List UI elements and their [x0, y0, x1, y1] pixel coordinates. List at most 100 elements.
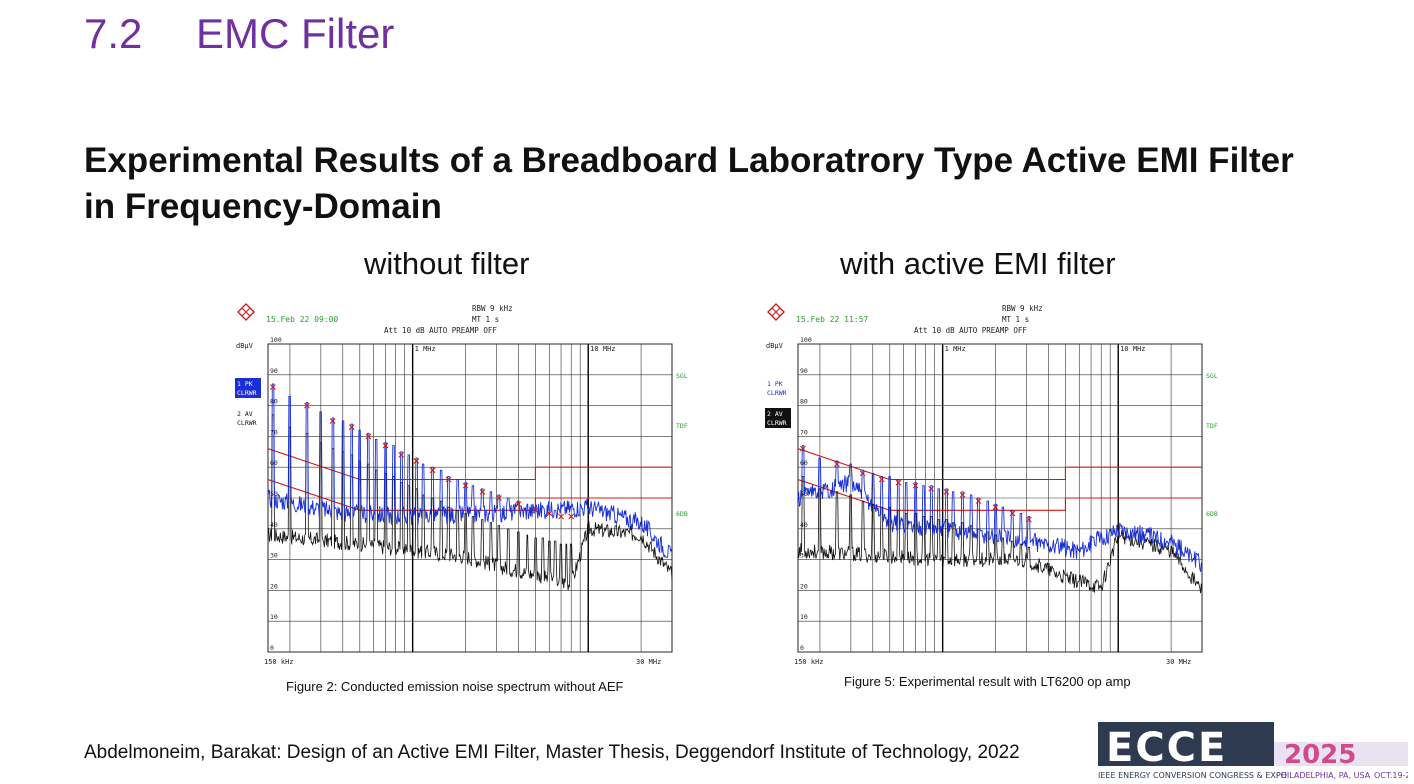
side-label: 6DB	[676, 510, 688, 518]
peak-marker	[1009, 510, 1016, 517]
logo-dates: OCT.19-23	[1374, 771, 1408, 780]
slide-title: EMC Filter	[196, 10, 395, 57]
panel-label-without-filter: without filter	[364, 246, 530, 281]
trace-label-mode: CLRWR	[767, 419, 787, 427]
y-tick-label: 40	[270, 521, 278, 529]
measurement-date: 15.Feb 22 09:00	[266, 315, 338, 324]
peak-marker	[329, 418, 336, 424]
peak-marker	[959, 492, 966, 498]
peak-marker	[270, 384, 276, 390]
ecce-2025-logo: ECCE 2025 IEEE ENERGY CONVERSION CONGRES…	[1098, 722, 1408, 780]
trace-label-highlight	[235, 378, 261, 398]
analyzer-logo-icon	[767, 303, 785, 321]
header-att: Att 10 dB AUTO PREAMP OFF	[384, 326, 497, 335]
peak-marker	[445, 476, 452, 483]
side-label: SGL	[1206, 372, 1218, 380]
peak-marker	[1026, 516, 1032, 523]
header-att: Att 10 dB AUTO PREAMP OFF	[914, 326, 1027, 335]
x-tick-label: 150 kHz	[264, 658, 294, 666]
side-label: SGL	[676, 372, 688, 380]
peak-marker	[895, 479, 902, 486]
trace-label-name: 1 PK	[237, 380, 253, 388]
peak-marker	[398, 452, 405, 458]
header-mt: MT 1 s	[1002, 315, 1029, 324]
figure-caption-right: Figure 5: Experimental result with LT620…	[844, 674, 1131, 689]
trace-label-highlight	[765, 408, 791, 428]
y-axis-unit: dBµV	[236, 342, 254, 350]
spectrum-chart-without-filter: 15.Feb 22 09:00 RBW 9 kHz MT 1 s Att 10 dB …	[235, 303, 688, 666]
peak-marker	[878, 476, 885, 483]
plot-area	[798, 445, 1202, 594]
analyzer-logo-cross-icon	[771, 307, 781, 317]
y-tick-label: 30	[800, 552, 808, 560]
side-label: TDF	[1206, 422, 1218, 430]
logo-line2: PHILADELPHIA, PA, USA	[1276, 771, 1371, 780]
peak-marker	[365, 433, 372, 440]
slide-number: 7.2	[84, 10, 143, 57]
y-tick-label: 20	[270, 582, 278, 590]
x-tick-label: 150 kHz	[794, 658, 824, 666]
peak-marker	[532, 507, 539, 514]
trace-label-mode: CLRWR	[237, 389, 257, 397]
peak-marker	[943, 488, 950, 495]
side-label: 6DB	[1206, 510, 1218, 518]
peak-marker	[479, 488, 486, 495]
limit-line-av	[798, 478, 1202, 511]
header-mt: MT 1 s	[472, 315, 499, 324]
trace-label-mode: CLRWR	[237, 419, 257, 427]
analyzer-logo-cross-icon	[241, 307, 251, 317]
peak-marker	[992, 504, 999, 511]
logo-text: ECCE	[1106, 725, 1227, 771]
peak-marker	[558, 513, 564, 520]
trace-label-name: 2 AV	[237, 410, 253, 418]
trace-average	[268, 414, 672, 591]
analyzer-logo-icon	[237, 303, 255, 321]
panel-label-with-filter: with active EMI filter	[840, 246, 1116, 281]
peak-marker	[348, 424, 355, 431]
y-tick-label: 0	[270, 644, 274, 652]
y-tick-label: 100	[270, 336, 282, 344]
limit-line-qp	[268, 448, 672, 481]
spectrum-chart-with-filter: 15.Feb 22 11:57 RBW 9 kHz MT 1 s Att 10 dB …	[765, 303, 1218, 666]
y-tick-label: 100	[800, 336, 812, 344]
peak-marker	[413, 458, 420, 464]
peak-marker	[928, 485, 935, 492]
y-tick-label: 10	[800, 613, 808, 621]
trace-peak	[268, 383, 672, 559]
x-tick-label: 10 MHz	[590, 345, 615, 353]
y-tick-label: 30	[270, 552, 278, 560]
trace-peak	[798, 445, 1202, 573]
peak-marker	[834, 461, 840, 467]
plot-area	[268, 383, 672, 591]
x-tick-label: 30 MHz	[1166, 658, 1191, 666]
citation: Abdelmoneim, Barakat: Design of an Activ…	[84, 742, 1020, 763]
peak-marker	[429, 467, 436, 474]
x-tick-label: 30 MHz	[636, 658, 661, 666]
y-tick-label: 80	[800, 398, 808, 406]
y-tick-label: 90	[270, 367, 278, 375]
x-tick-label: 1 MHz	[945, 345, 966, 353]
limit-line-qp	[798, 448, 1202, 481]
trace-label-mode: CLRWR	[767, 389, 787, 397]
slide-subtitle: Experimental Results of a Breadboard Lab…	[84, 141, 1294, 226]
peak-marker	[912, 482, 919, 489]
peak-marker	[859, 470, 866, 477]
trace-average	[798, 476, 1202, 594]
y-tick-label: 70	[800, 428, 808, 436]
y-tick-label: 0	[800, 644, 804, 652]
peak-marker	[304, 402, 310, 409]
y-tick-label: 10	[270, 613, 278, 621]
measurement-date: 15.Feb 22 11:57	[796, 315, 868, 324]
peak-marker	[515, 501, 522, 508]
peak-marker	[546, 510, 553, 517]
peak-marker	[975, 498, 982, 504]
x-tick-label: 10 MHz	[1120, 345, 1145, 353]
header-rbw: RBW 9 kHz	[472, 304, 513, 313]
peak-marker	[382, 442, 389, 449]
y-axis-unit: dBµV	[766, 342, 784, 350]
x-tick-label: 1 MHz	[415, 345, 436, 353]
figure-caption-left: Figure 2: Conducted emission noise spect…	[286, 679, 624, 694]
trace-label-name: 2 AV	[767, 410, 783, 418]
y-tick-label: 90	[800, 367, 808, 375]
y-tick-label: 20	[800, 582, 808, 590]
